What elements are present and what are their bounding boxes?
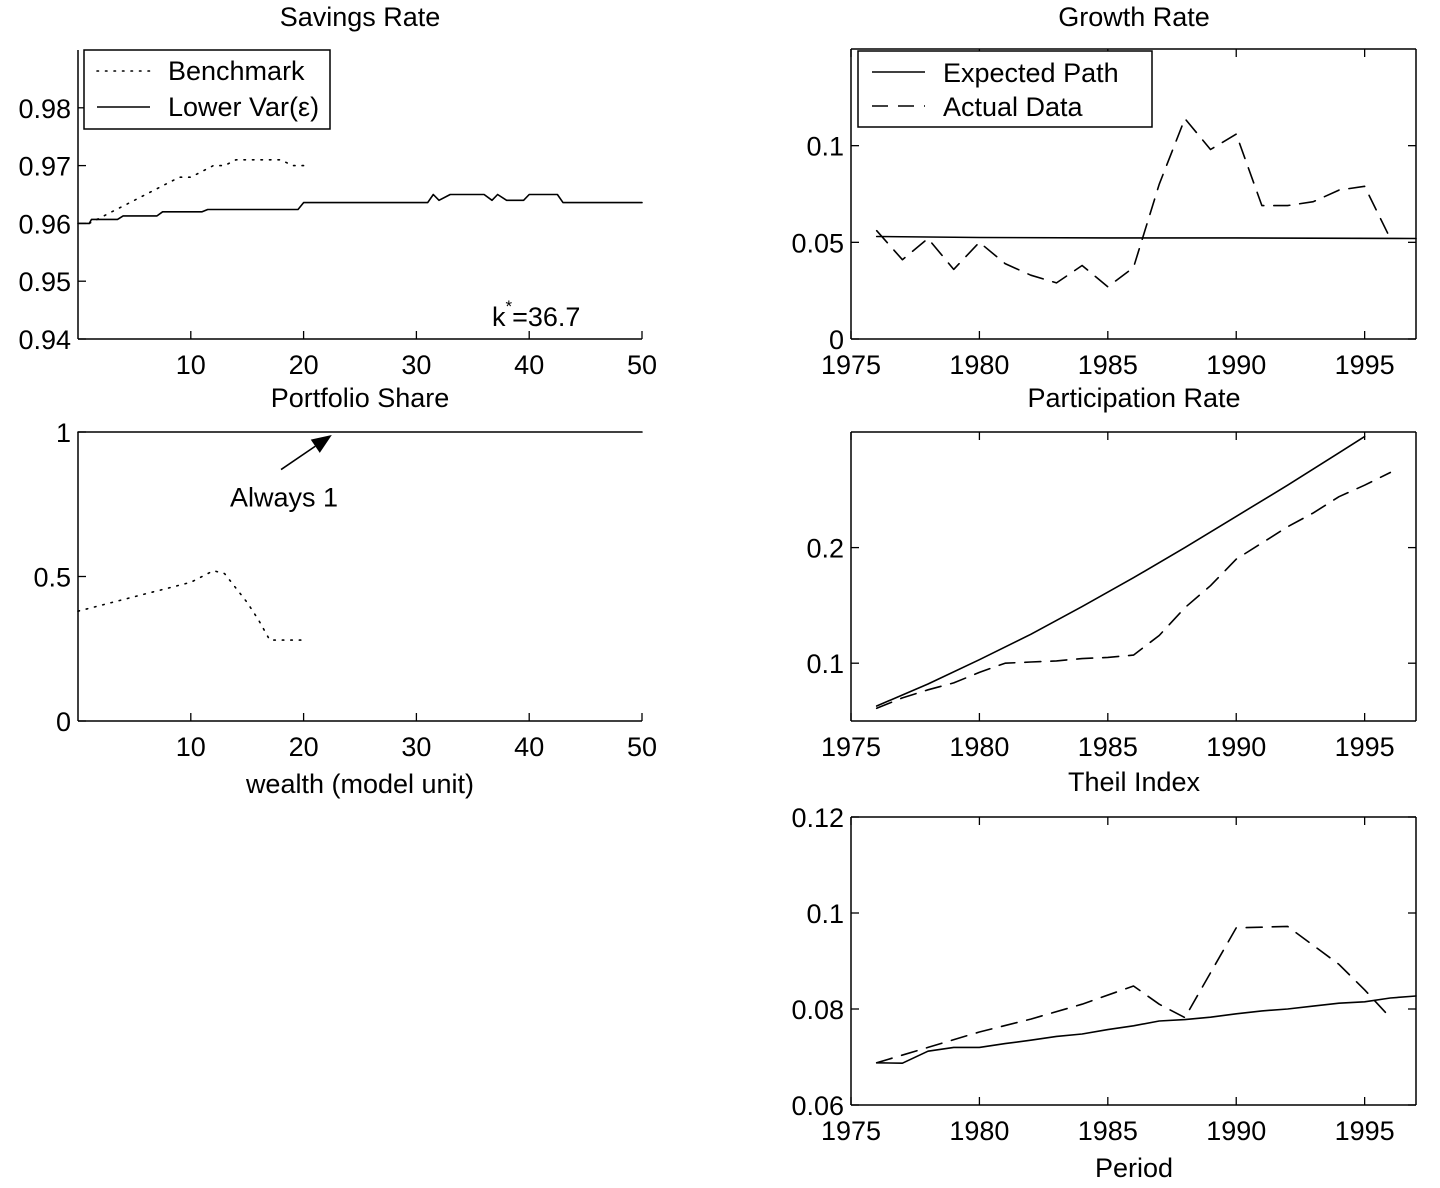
savings-x-tick-label: 50 — [627, 350, 657, 380]
always-one-annotation: Always 1 — [230, 483, 338, 513]
growth-rate-title: Growth Rate — [1058, 2, 1210, 32]
portfolio-x-tick-label: 50 — [627, 732, 657, 762]
theil-x-tick-label: 1990 — [1206, 1116, 1266, 1146]
portfolio-y-tick-label: 1 — [56, 418, 71, 448]
savings-series-lower-var — [77, 193, 643, 225]
participation-x-tick-label: 1990 — [1206, 732, 1266, 762]
participation-series-expected-path — [875, 435, 1366, 707]
savings-legend: Benchmark Lower Var(ε) — [83, 49, 331, 130]
participation-x-tick-label: 1995 — [1335, 732, 1395, 762]
savings-y-tick-label: 0.94 — [18, 325, 71, 355]
participation-rate-title: Participation Rate — [1027, 383, 1240, 413]
theil-x-tick-label: 1995 — [1335, 1116, 1395, 1146]
growth-series-actual-data — [875, 117, 1392, 288]
legend-benchmark-label: Benchmark — [168, 56, 305, 86]
portfolio-share-title: Portfolio Share — [271, 383, 450, 413]
portfolio-y-tick-label: 0 — [56, 707, 71, 737]
k-star-annotation: k*=36.7 — [492, 297, 580, 332]
legend-actual-data-label: Actual Data — [943, 92, 1084, 122]
theil-y-tick-label: 0.06 — [791, 1091, 844, 1121]
portfolio-x-tick-label: 10 — [176, 732, 206, 762]
k-star-sup: * — [506, 297, 513, 316]
growth-legend: Expected Path Actual Data — [857, 50, 1153, 128]
theil-x-tick-label: 1985 — [1078, 1116, 1138, 1146]
participation-rate-panel: Participation Rate 1975 1980 1985 1990 1995 0… — [806, 383, 1417, 762]
growth-x-tick-label: 1980 — [949, 350, 1009, 380]
savings-x-tick-label: 20 — [289, 350, 319, 380]
theil-index-title: Theil Index — [1068, 767, 1201, 797]
always-one-arrow-head — [310, 435, 332, 453]
theil-xlabel: Period — [1095, 1153, 1173, 1183]
portfolio-series-benchmark — [77, 569, 305, 641]
participation-x-tick-label: 1980 — [949, 732, 1009, 762]
growth-y-tick-label: 0.1 — [806, 132, 844, 162]
growth-x-tick-label: 1975 — [821, 350, 881, 380]
k-star-value: =36.7 — [512, 302, 580, 332]
participation-series-actual-data — [875, 471, 1392, 710]
growth-x-tick-label: 1990 — [1206, 350, 1266, 380]
legend-expected-path-label: Expected Path — [943, 58, 1119, 88]
savings-rate-title: Savings Rate — [280, 2, 441, 32]
savings-y-tick-label: 0.95 — [18, 267, 71, 297]
growth-x-tick-label: 1995 — [1335, 350, 1395, 380]
growth-series-expected-path — [875, 235, 1417, 240]
participation-x-tick-label: 1975 — [821, 732, 881, 762]
theil-y-tick-label: 0.12 — [791, 803, 844, 833]
legend-lower-var-label: Lower Var(ε) — [168, 92, 319, 122]
savings-rate-panel: Savings Rate 10 20 30 40 50 0.94 0.95 0.96 0.97 0… — [18, 2, 657, 380]
theil-x-tick-label: 1980 — [949, 1116, 1009, 1146]
theil-y-tick-label: 0.08 — [791, 995, 844, 1025]
portfolio-share-panel: Portfolio Share 10 20 30 40 50 0 0.5 1 Always 1… — [33, 383, 657, 799]
savings-x-tick-label: 40 — [514, 350, 544, 380]
participation-y-tick-label: 0.1 — [806, 649, 844, 679]
portfolio-x-tick-label: 20 — [289, 732, 319, 762]
theil-x-tick-label: 1975 — [821, 1116, 881, 1146]
theil-y-tick-label: 0.1 — [806, 899, 844, 929]
growth-y-tick-label: 0.05 — [791, 228, 844, 258]
theil-series-expected-path — [875, 995, 1417, 1064]
savings-legend-box — [83, 49, 331, 130]
growth-y-tick-label: 0 — [829, 325, 844, 355]
savings-series-benchmark — [88, 159, 305, 225]
k-star-base: k — [492, 302, 506, 332]
savings-y-tick-label: 0.96 — [18, 209, 71, 239]
theil-series-actual-data — [875, 925, 1392, 1064]
growth-rate-panel: Growth Rate 1975 1980 1985 1990 1995 0 0.05 0.1… — [791, 2, 1417, 380]
growth-x-tick-label: 1985 — [1078, 350, 1138, 380]
savings-x-tick-label: 30 — [401, 350, 431, 380]
growth-legend-box — [857, 50, 1153, 128]
savings-y-tick-label: 0.98 — [18, 94, 71, 124]
portfolio-xlabel: wealth (model unit) — [245, 769, 474, 799]
theil-index-panel: Theil Index 1975 1980 1985 1990 1995 0.06 0.08… — [791, 767, 1417, 1183]
savings-y-tick-label: 0.97 — [18, 152, 71, 182]
always-one-arrow-shaft — [280, 445, 316, 471]
portfolio-x-tick-label: 30 — [401, 732, 431, 762]
savings-x-tick-label: 10 — [176, 350, 206, 380]
participation-x-tick-label: 1985 — [1078, 732, 1138, 762]
participation-y-tick-label: 0.2 — [806, 534, 844, 564]
portfolio-x-tick-label: 40 — [514, 732, 544, 762]
portfolio-y-tick-label: 0.5 — [33, 563, 71, 593]
